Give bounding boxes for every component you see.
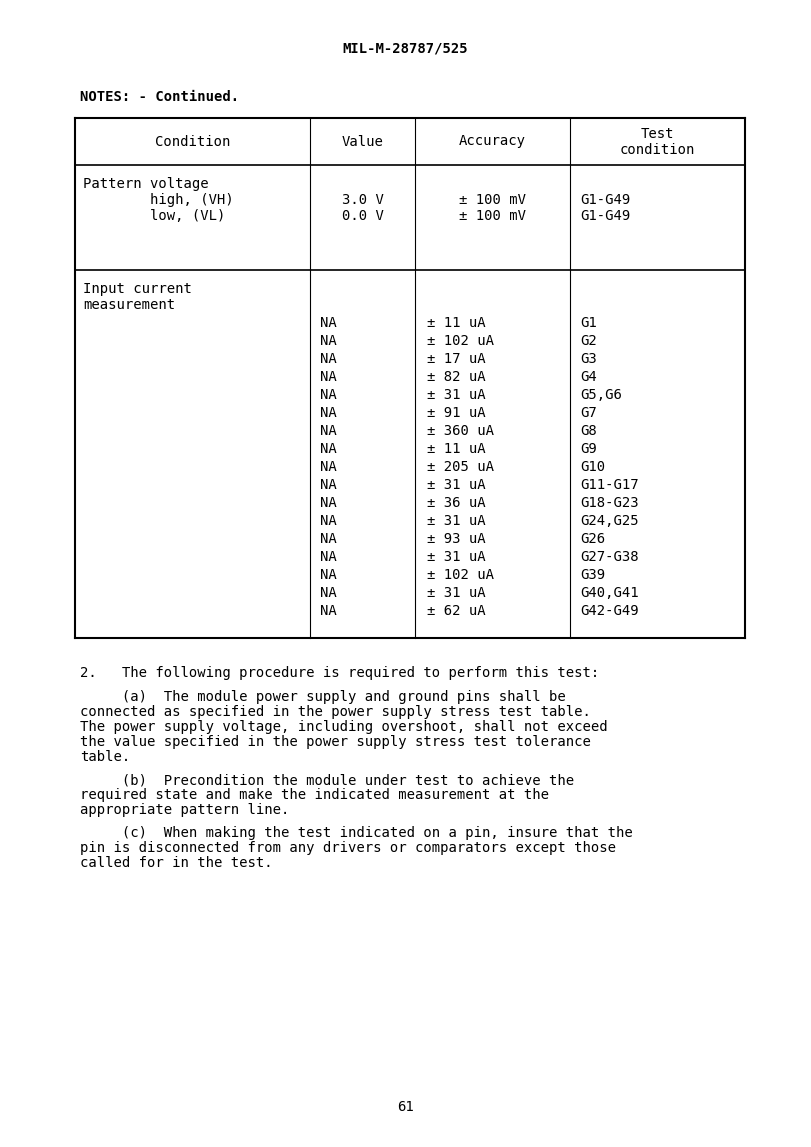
Text: (a)  The module power supply and ground pins shall be: (a) The module power supply and ground p…	[80, 690, 566, 704]
Text: G11-G17: G11-G17	[580, 478, 638, 492]
Text: NA: NA	[320, 551, 337, 564]
Text: Input current: Input current	[83, 282, 192, 296]
Text: ± 17 uA: ± 17 uA	[427, 352, 486, 366]
Text: Accuracy: Accuracy	[459, 134, 526, 148]
Text: NA: NA	[320, 514, 337, 528]
Text: ± 100 mV: ± 100 mV	[459, 209, 526, 223]
Text: ± 11 uA: ± 11 uA	[427, 317, 486, 330]
Text: ± 62 uA: ± 62 uA	[427, 604, 486, 618]
Text: G26: G26	[580, 532, 605, 546]
Text: NA: NA	[320, 424, 337, 438]
Text: ± 102 uA: ± 102 uA	[427, 334, 494, 348]
Text: connected as specified in the power supply stress test table.: connected as specified in the power supp…	[80, 705, 591, 719]
Text: G8: G8	[580, 424, 597, 438]
Text: G1-G49: G1-G49	[580, 193, 630, 206]
Text: NA: NA	[320, 317, 337, 330]
Text: Test: Test	[641, 127, 674, 141]
Text: G18-G23: G18-G23	[580, 496, 638, 510]
Text: ± 102 uA: ± 102 uA	[427, 568, 494, 582]
Text: G4: G4	[580, 370, 597, 384]
Text: NA: NA	[320, 460, 337, 474]
Text: required state and make the indicated measurement at the: required state and make the indicated me…	[80, 788, 549, 802]
Text: 61: 61	[397, 1100, 414, 1114]
Text: ± 31 uA: ± 31 uA	[427, 388, 486, 401]
Text: pin is disconnected from any drivers or comparators except those: pin is disconnected from any drivers or …	[80, 841, 616, 855]
Text: NA: NA	[320, 334, 337, 348]
Text: G42-G49: G42-G49	[580, 604, 638, 618]
Text: 2.   The following procedure is required to perform this test:: 2. The following procedure is required t…	[80, 666, 599, 680]
Text: G9: G9	[580, 442, 597, 457]
Text: 0.0 V: 0.0 V	[341, 209, 384, 223]
Text: ± 82 uA: ± 82 uA	[427, 370, 486, 384]
Text: NA: NA	[320, 478, 337, 492]
Text: ± 36 uA: ± 36 uA	[427, 496, 486, 510]
Text: G5,G6: G5,G6	[580, 388, 622, 401]
Text: G2: G2	[580, 334, 597, 348]
Text: NA: NA	[320, 370, 337, 384]
Text: G24,G25: G24,G25	[580, 514, 638, 528]
Text: NA: NA	[320, 586, 337, 600]
Text: G1-G49: G1-G49	[580, 209, 630, 223]
Text: ± 100 mV: ± 100 mV	[459, 193, 526, 206]
Text: called for in the test.: called for in the test.	[80, 856, 272, 871]
Text: Value: Value	[341, 134, 384, 148]
Text: NA: NA	[320, 406, 337, 420]
Text: G27-G38: G27-G38	[580, 551, 638, 564]
Text: appropriate pattern line.: appropriate pattern line.	[80, 803, 290, 817]
Text: NA: NA	[320, 352, 337, 366]
Text: (c)  When making the test indicated on a pin, insure that the: (c) When making the test indicated on a …	[80, 826, 633, 840]
Text: condition: condition	[620, 142, 695, 156]
Text: ± 11 uA: ± 11 uA	[427, 442, 486, 457]
Text: G39: G39	[580, 568, 605, 582]
Text: G40,G41: G40,G41	[580, 586, 638, 600]
Text: NA: NA	[320, 604, 337, 618]
Text: ± 360 uA: ± 360 uA	[427, 424, 494, 438]
Text: high, (VH): high, (VH)	[83, 193, 234, 206]
Text: ± 31 uA: ± 31 uA	[427, 478, 486, 492]
Text: ± 31 uA: ± 31 uA	[427, 586, 486, 600]
Text: 3.0 V: 3.0 V	[341, 193, 384, 206]
Text: (b)  Precondition the module under test to achieve the: (b) Precondition the module under test t…	[80, 773, 574, 787]
Text: NOTES: - Continued.: NOTES: - Continued.	[80, 89, 239, 104]
Text: low, (VL): low, (VL)	[83, 209, 225, 223]
Text: measurement: measurement	[83, 298, 175, 312]
Text: ± 31 uA: ± 31 uA	[427, 551, 486, 564]
Text: the value specified in the power supply stress test tolerance: the value specified in the power supply …	[80, 735, 591, 749]
Text: Pattern voltage: Pattern voltage	[83, 177, 208, 192]
Text: NA: NA	[320, 532, 337, 546]
Text: G7: G7	[580, 406, 597, 420]
Text: G3: G3	[580, 352, 597, 366]
Text: MIL-M-28787/525: MIL-M-28787/525	[342, 42, 468, 56]
Text: NA: NA	[320, 442, 337, 457]
Text: NA: NA	[320, 568, 337, 582]
Text: NA: NA	[320, 388, 337, 401]
Text: ± 31 uA: ± 31 uA	[427, 514, 486, 528]
Text: Condition: Condition	[155, 134, 230, 148]
Text: G10: G10	[580, 460, 605, 474]
Text: ± 93 uA: ± 93 uA	[427, 532, 486, 546]
Text: table.: table.	[80, 750, 131, 764]
Text: ± 91 uA: ± 91 uA	[427, 406, 486, 420]
Text: G1: G1	[580, 317, 597, 330]
Text: NA: NA	[320, 496, 337, 510]
Text: The power supply voltage, including overshoot, shall not exceed: The power supply voltage, including over…	[80, 720, 607, 734]
Text: ± 205 uA: ± 205 uA	[427, 460, 494, 474]
